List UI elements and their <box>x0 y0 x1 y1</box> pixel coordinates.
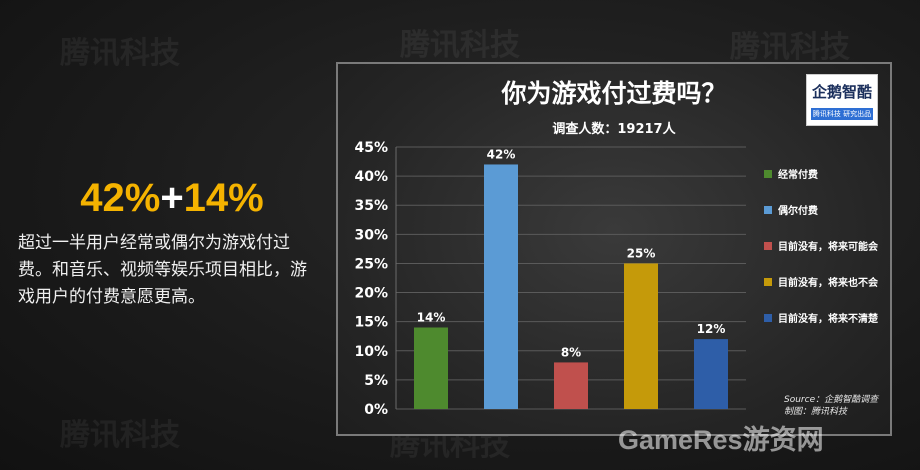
legend-label: 目前没有，将来可能会 <box>778 240 878 253</box>
legend-label: 目前没有，将来不清楚 <box>778 312 878 325</box>
chart-title: 你为游戏付过费吗？ <box>501 79 727 108</box>
chart-subtitle: 调查人数：19217人 <box>552 122 676 137</box>
y-tick-label: 40% <box>354 169 388 185</box>
headline-value-1: 42% <box>80 176 161 220</box>
bar <box>414 327 448 409</box>
watermark: 腾讯科技 <box>400 28 520 63</box>
legend-swatch <box>764 278 772 286</box>
source-note: Source：企鹅智酷调查 制图：腾讯科技 <box>784 394 878 418</box>
legend-label: 偶尔付费 <box>777 204 818 217</box>
source-line-2: 制图：腾讯科技 <box>784 407 848 417</box>
y-tick-label: 45% <box>354 140 388 156</box>
chart-panel: 你为游戏付过费吗？ 调查人数：19217人 企鹅智酷 腾讯科技 研究出品 0% 5… <box>336 62 892 436</box>
bar <box>484 164 518 409</box>
bar-chart: 0% 5% 10% 15% 20% 25% 30% 35% 40% 45% 14% 42% 8% 25% 1… <box>354 140 878 418</box>
logo-title: 企鹅智酷 <box>811 83 872 101</box>
legend-label: 目前没有，将来也不会 <box>778 276 878 289</box>
source-line-1: Source：企鹅智酷调查 <box>784 395 879 405</box>
data-label: 14% <box>417 310 446 324</box>
watermark: 腾讯科技 <box>60 36 180 71</box>
legend-swatch <box>764 242 772 250</box>
bar <box>694 339 728 409</box>
bar <box>554 362 588 409</box>
description-text: 超过一半用户经常或偶尔为游戏付过费。和音乐、视频等娱乐项目相比，游戏用户的付费意… <box>18 233 307 307</box>
data-label: 42% <box>487 147 516 161</box>
y-tick-label: 35% <box>354 198 388 214</box>
headline-plus: + <box>160 176 184 220</box>
y-tick-label: 25% <box>354 256 388 272</box>
brand-logo: 企鹅智酷 腾讯科技 研究出品 <box>806 74 878 126</box>
data-label: 8% <box>561 345 581 359</box>
logo-subtitle: 腾讯科技 研究出品 <box>811 108 873 120</box>
y-tick-label: 20% <box>354 286 388 302</box>
legend-swatch <box>764 206 772 214</box>
data-label: 25% <box>627 246 656 260</box>
data-label: 12% <box>697 322 726 336</box>
y-tick-label: 0% <box>364 402 388 418</box>
y-tick-label: 5% <box>364 373 388 389</box>
site-watermark: GameRes游资网 <box>618 425 824 455</box>
y-tick-label: 30% <box>354 227 388 243</box>
y-tick-label: 10% <box>354 344 388 360</box>
watermark: 腾讯科技 <box>730 30 850 65</box>
headline: 42%+14% <box>62 176 282 221</box>
legend-swatch <box>764 170 772 178</box>
headline-value-2: 14% <box>183 176 264 220</box>
legend-label: 经常付费 <box>778 168 818 181</box>
y-tick-label: 15% <box>354 315 388 331</box>
watermark: 腾讯科技 <box>60 418 180 453</box>
bar <box>624 263 658 409</box>
legend-swatch <box>764 314 772 322</box>
